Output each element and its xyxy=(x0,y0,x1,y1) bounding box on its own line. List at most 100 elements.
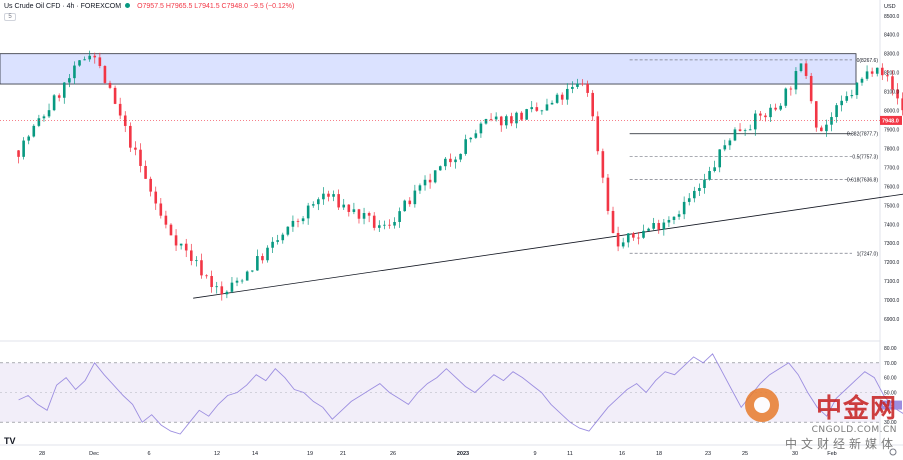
candle-body xyxy=(413,190,417,205)
price-tick-label: 7800.0 xyxy=(884,146,900,152)
candle-body xyxy=(296,220,300,222)
time-tick-label: 28 xyxy=(39,451,45,457)
price-tick-label: 7200.0 xyxy=(884,260,900,266)
candle-body xyxy=(88,55,91,60)
candle-body xyxy=(662,222,666,230)
candle-body xyxy=(266,247,269,261)
rsi-line xyxy=(18,353,903,435)
time-tick-label: 9 xyxy=(533,451,536,457)
candle-body xyxy=(286,226,290,235)
candle-body xyxy=(576,83,579,87)
price-tick-label: 6900.0 xyxy=(884,317,900,323)
candle-body xyxy=(164,215,168,225)
candle-body xyxy=(753,113,757,130)
candle-body xyxy=(159,203,163,216)
candle-body xyxy=(677,214,681,217)
candle-body xyxy=(748,129,752,131)
candle-body xyxy=(433,170,437,183)
candle-body xyxy=(332,194,335,197)
time-tick-label: 18 xyxy=(656,451,662,457)
candle-body xyxy=(759,113,762,116)
candle-body xyxy=(42,116,46,119)
time-tick-label: Dec xyxy=(89,451,99,457)
fib-level-label: 0.382(7877.7) xyxy=(847,132,878,138)
candle-body xyxy=(129,125,132,148)
candle-body xyxy=(317,199,320,205)
trendline xyxy=(193,193,903,299)
candle-body xyxy=(118,103,122,116)
candle-body xyxy=(606,177,610,211)
candle-body xyxy=(809,75,813,102)
symbol-title[interactable]: Us Crude Oil CFD · 4h · FOREXCOM xyxy=(4,3,122,10)
time-tick-label: 23 xyxy=(705,451,711,457)
candle-body xyxy=(444,158,447,167)
candle-body xyxy=(774,107,777,110)
time-tick-label: 16 xyxy=(619,451,625,457)
candle-body xyxy=(235,280,239,283)
watermark-brand: 中金网 xyxy=(815,394,897,424)
candle-body xyxy=(393,221,396,226)
candle-body xyxy=(220,286,224,295)
price-tick-label: 7400.0 xyxy=(884,222,900,228)
candle-body xyxy=(134,147,137,150)
candle-body xyxy=(621,242,625,247)
candle-body xyxy=(190,250,193,261)
price-tick-label: 8500.0 xyxy=(884,14,900,20)
candle-body xyxy=(779,105,782,110)
candle-body xyxy=(256,256,259,271)
watermark: 中金网 CNGOLD.COM.CN 中文财经新媒体 xyxy=(744,388,897,452)
watermark-logo-icon xyxy=(744,388,779,422)
candle-body xyxy=(494,116,498,120)
tradingview-logo[interactable]: TV xyxy=(4,436,16,446)
candle-body xyxy=(169,224,173,236)
candle-body xyxy=(403,200,407,212)
candle-body xyxy=(499,116,503,126)
candle-body xyxy=(510,116,513,124)
candle-body xyxy=(535,107,539,111)
candle-body xyxy=(62,82,66,98)
candle-body xyxy=(357,209,361,219)
settings-gear-icon[interactable] xyxy=(889,448,897,456)
candle-body xyxy=(408,200,412,205)
candle-body xyxy=(865,71,869,79)
candle-body xyxy=(271,241,274,248)
candle-body xyxy=(73,65,76,79)
candle-body xyxy=(693,190,696,199)
candle-body xyxy=(32,125,36,137)
candle-body xyxy=(647,228,650,231)
fib-level-label: 0.5(7757.3) xyxy=(852,155,878,161)
rsi-tick-label: 80.00 xyxy=(884,346,897,352)
time-tick-label: 19 xyxy=(307,451,313,457)
candle-body xyxy=(306,205,310,219)
candle-body xyxy=(804,63,808,76)
price-axis-unit: USD xyxy=(884,4,896,10)
candle-body xyxy=(718,149,722,168)
candle-body xyxy=(545,104,549,111)
candle-body xyxy=(47,110,51,117)
candle-body xyxy=(139,149,142,166)
candle-body xyxy=(886,75,889,77)
time-tick-label: 25 xyxy=(742,451,748,457)
candle-body xyxy=(642,230,645,238)
candle-body xyxy=(261,256,264,261)
candle-body xyxy=(540,110,544,112)
candle-body xyxy=(184,243,188,251)
rsi-value-label: 41.5 xyxy=(883,403,894,409)
candle-body xyxy=(83,59,86,61)
rsi-tick-label: 50.00 xyxy=(884,390,897,396)
candle-body xyxy=(728,140,732,146)
candle-body xyxy=(896,89,899,99)
indicator-collapse-button[interactable]: 5 xyxy=(4,13,16,21)
candle-body xyxy=(855,82,859,96)
candle-body xyxy=(103,66,107,83)
candle-body xyxy=(383,224,386,226)
candle-body xyxy=(78,60,81,66)
candle-body xyxy=(281,234,285,241)
time-tick-label: 11 xyxy=(567,451,573,457)
candle-body xyxy=(555,94,559,103)
time-tick-label: 2023 xyxy=(457,451,469,457)
price-tick-label: 8300.0 xyxy=(884,52,900,58)
candle-body xyxy=(733,129,737,141)
candle-body xyxy=(657,222,661,230)
